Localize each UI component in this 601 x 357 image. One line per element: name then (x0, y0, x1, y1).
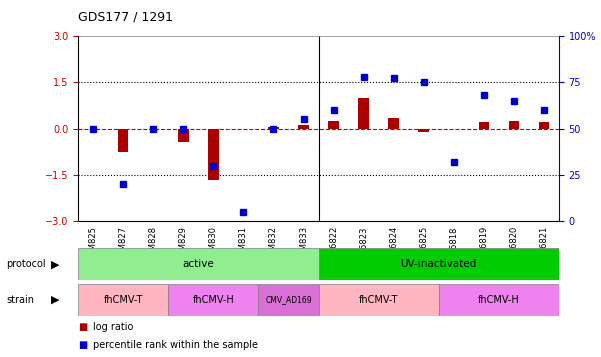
Bar (298, 125, 309, 129)
FancyBboxPatch shape (439, 284, 559, 316)
Bar (118, 129, 129, 152)
FancyBboxPatch shape (168, 284, 258, 316)
Text: UV-inactivated: UV-inactivated (401, 259, 477, 269)
Bar (178, 129, 189, 142)
Bar (388, 118, 399, 129)
Text: protocol: protocol (6, 259, 46, 269)
FancyBboxPatch shape (319, 248, 559, 280)
Text: log ratio: log ratio (93, 322, 133, 332)
Bar (418, 129, 429, 132)
Text: percentile rank within the sample: percentile rank within the sample (93, 340, 258, 350)
FancyBboxPatch shape (78, 284, 168, 316)
Text: ■: ■ (78, 340, 87, 350)
Text: active: active (183, 259, 214, 269)
Text: fhCMV-T: fhCMV-T (359, 295, 398, 305)
Text: ▶: ▶ (51, 295, 59, 305)
Bar (328, 121, 339, 129)
Text: fhCMV-H: fhCMV-H (478, 295, 520, 305)
FancyBboxPatch shape (78, 248, 319, 280)
Text: strain: strain (6, 295, 34, 305)
Text: ■: ■ (78, 322, 87, 332)
FancyBboxPatch shape (319, 284, 439, 316)
Text: ▶: ▶ (51, 259, 59, 269)
Text: fhCMV-T: fhCMV-T (103, 295, 143, 305)
Text: GDS177 / 1291: GDS177 / 1291 (78, 11, 173, 24)
Bar (358, 97, 369, 129)
Bar (478, 122, 489, 129)
FancyBboxPatch shape (258, 284, 319, 316)
Bar (268, 127, 279, 129)
Bar (538, 122, 549, 129)
Bar (508, 121, 519, 129)
Text: CMV_AD169: CMV_AD169 (265, 295, 312, 305)
Text: fhCMV-H: fhCMV-H (192, 295, 234, 305)
Bar (208, 129, 219, 180)
